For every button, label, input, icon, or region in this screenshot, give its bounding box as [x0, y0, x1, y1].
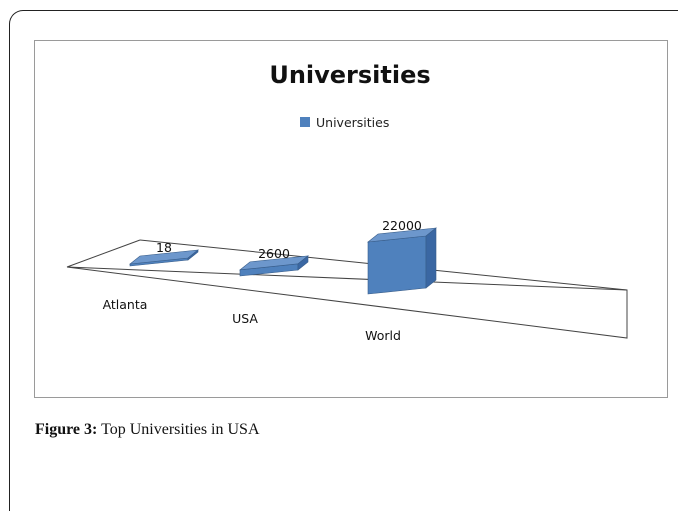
- legend-swatch: [300, 117, 310, 127]
- category-label-atlanta: Atlanta: [103, 297, 148, 312]
- legend-label: Universities: [316, 115, 389, 130]
- category-label-usa: USA: [232, 311, 258, 326]
- caption-label: Figure 3:: [35, 421, 98, 438]
- floor-outline: [66, 266, 628, 339]
- figure-frame: [9, 10, 678, 511]
- category-label-world: World: [365, 328, 401, 343]
- data-label-usa: 2600: [258, 246, 290, 261]
- caption-text: Top Universities in USA: [97, 421, 260, 438]
- bars-group: 18 Atlanta 2600 USA 22000 World: [103, 218, 437, 343]
- figure-caption: Figure 3: Top Universities in USA: [35, 421, 260, 439]
- floor-back-left: [66, 239, 141, 268]
- bar-front-world: [367, 235, 427, 295]
- chart-svg: Universities Universities 18 Atlanta 2600 U…: [66, 61, 628, 343]
- bar-side-usa: [297, 255, 309, 271]
- chart-title: Universities: [269, 61, 430, 89]
- data-label-atlanta: 18: [156, 240, 172, 255]
- bar-side-atlanta: [187, 249, 199, 261]
- chart-area: [34, 40, 668, 398]
- data-label-world: 22000: [382, 218, 422, 233]
- bar-side-world: [425, 227, 437, 289]
